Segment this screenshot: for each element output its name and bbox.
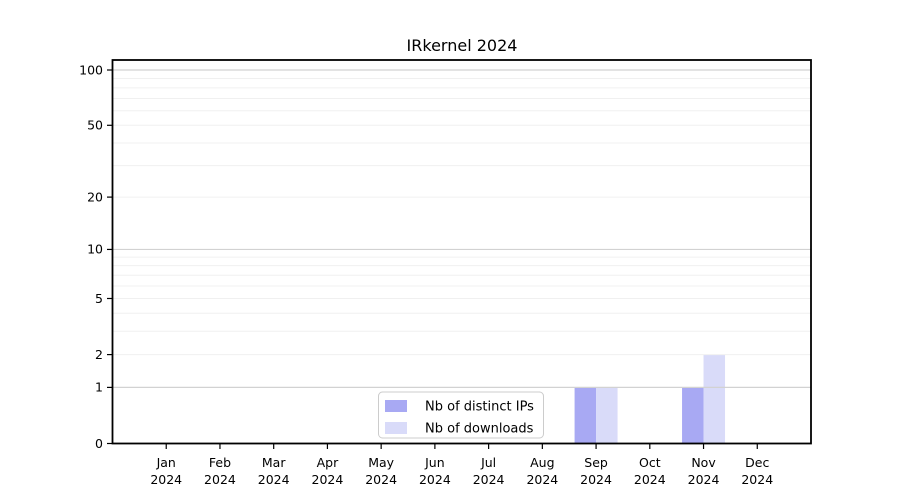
bar <box>703 354 726 444</box>
y-tick-label: 100 <box>79 62 103 77</box>
gridlines-group <box>112 69 811 389</box>
x-tick-label-year: 2024 <box>580 472 612 487</box>
x-tick-label-year: 2024 <box>204 472 236 487</box>
x-tick-label-month: Nov <box>691 455 716 470</box>
x-tick-label-month: Aug <box>530 455 554 470</box>
plot-border <box>111 59 812 445</box>
x-tick-label-year: 2024 <box>419 472 451 487</box>
x-tick-label-month: Jul <box>480 455 496 470</box>
y-tick-label: 1 <box>95 380 103 395</box>
x-tick-label-year: 2024 <box>526 472 558 487</box>
y-tick-label: 0 <box>95 436 103 451</box>
axes-group <box>107 59 812 449</box>
x-tick-label-month: May <box>368 455 394 470</box>
x-tick-label-year: 2024 <box>473 472 505 487</box>
tick-labels-group: 0 1 2 5 10 20 50 100 Jan 2024 Feb 2024 Mar 2024 Apr 202… <box>79 62 773 487</box>
y-tick-label: 50 <box>87 118 103 133</box>
x-tick-label-month: Oct <box>639 455 661 470</box>
chart-title: IRkernel 2024 <box>407 36 518 55</box>
x-tick-label-month: Sep <box>584 455 608 470</box>
x-tick-label-month: Feb <box>209 455 231 470</box>
x-tick-label-year: 2024 <box>688 472 720 487</box>
legend-swatch-downloads <box>385 422 407 434</box>
x-tick-label-month: Dec <box>745 455 769 470</box>
legend-frame <box>378 391 544 439</box>
x-tick-label-year: 2024 <box>312 472 344 487</box>
x-tick-label-month: Mar <box>262 455 286 470</box>
x-tick-label-year: 2024 <box>741 472 773 487</box>
bar <box>682 387 704 444</box>
bar <box>596 387 618 444</box>
x-tick-label-month: Jun <box>424 455 445 470</box>
y-tick-label: 2 <box>95 347 103 362</box>
legend-label-distinct-ips: Nb of distinct IPs <box>425 400 534 415</box>
x-tick-label-year: 2024 <box>634 472 666 487</box>
x-tick-label-year: 2024 <box>365 472 397 487</box>
y-tick-label: 5 <box>95 291 103 306</box>
x-tick-label-year: 2024 <box>150 472 182 487</box>
x-tick-label-month: Apr <box>317 455 339 470</box>
legend: Nb of distinct IPs Nb of downloads <box>378 391 544 439</box>
legend-label-downloads: Nb of downloads <box>425 422 534 437</box>
x-tick-label-month: Jan <box>156 455 176 470</box>
y-tick-label: 20 <box>87 189 103 204</box>
y-tick-label: 10 <box>87 242 103 257</box>
bars-group <box>574 354 726 444</box>
bar <box>574 387 597 444</box>
x-tick-label-year: 2024 <box>258 472 290 487</box>
legend-swatch-distinct-ips <box>385 400 407 412</box>
